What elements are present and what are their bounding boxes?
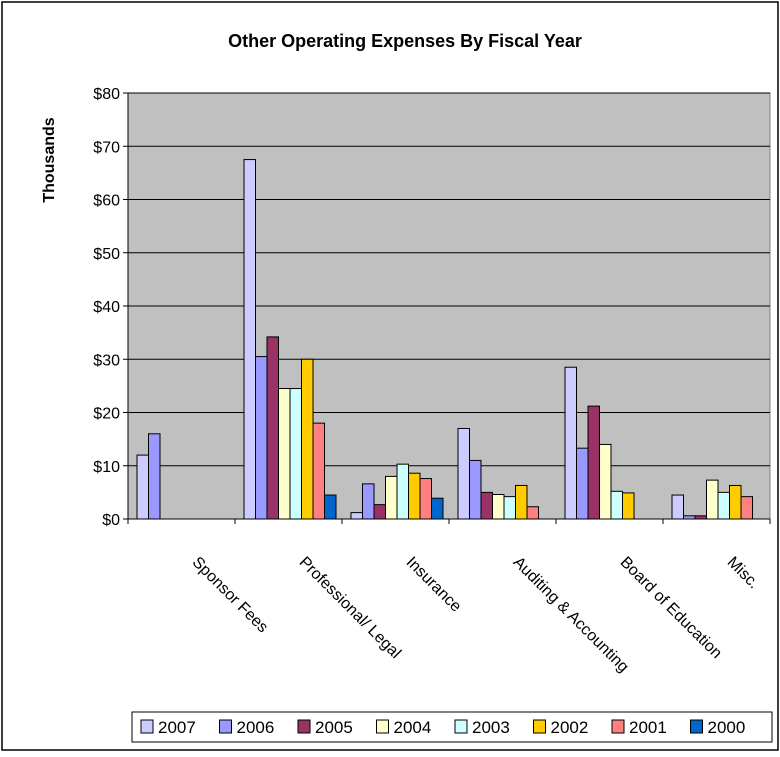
y-tick-label: $0 [102, 512, 120, 529]
y-axis-ticks: $0 $10 $20 $30 $40 $50 $60 $70 $80 [93, 86, 128, 529]
y-tick-label: $30 [93, 352, 120, 369]
bar [576, 447, 589, 520]
legend-swatch [140, 719, 154, 734]
y-tick-label: $60 [93, 193, 120, 210]
chart-title: Other Operating Expenses By Fiscal Year [228, 31, 582, 51]
legend-label: 2000 [708, 718, 746, 737]
bar [431, 497, 444, 520]
bar [671, 494, 684, 520]
bar [385, 475, 398, 520]
bar [622, 492, 635, 520]
bar [729, 484, 742, 520]
bar [255, 356, 268, 520]
bar [148, 433, 161, 520]
bar [136, 454, 149, 520]
bar [278, 388, 291, 520]
bar [324, 494, 337, 520]
bar [526, 506, 539, 520]
bar [312, 422, 325, 520]
bar [492, 494, 505, 520]
bar [396, 463, 409, 520]
y-tick-label: $80 [93, 86, 120, 103]
y-tick-label: $20 [93, 406, 120, 423]
legend-swatch [611, 719, 625, 734]
bar [515, 484, 528, 520]
bar [373, 504, 386, 520]
y-tick-label: $70 [93, 139, 120, 156]
legend-swatch [690, 719, 703, 734]
bar [706, 479, 719, 520]
bar [740, 496, 753, 520]
y-tick-label: $40 [93, 299, 120, 316]
legend-swatch [454, 719, 468, 734]
bars [136, 159, 753, 520]
legend-label: 2001 [629, 718, 667, 737]
legend-label: 2003 [472, 718, 510, 737]
bar [599, 443, 612, 520]
gridlines [128, 92, 770, 520]
bar [480, 491, 493, 520]
bar [457, 427, 470, 520]
bar [408, 472, 421, 520]
legend-box [131, 711, 773, 743]
legend: 2007 2006 2005 2004 2003 2002 2001 2000 [140, 718, 746, 737]
legend-label: 2006 [237, 718, 275, 737]
y-axis-label: Thousands [41, 117, 58, 202]
bar [289, 388, 302, 520]
legend-swatch [297, 719, 311, 734]
legend-swatch [219, 719, 232, 734]
legend-swatch [533, 719, 546, 734]
bar [301, 358, 314, 520]
y-tick-label: $10 [93, 459, 120, 476]
legend-swatch [376, 719, 389, 734]
y-tick-label: $50 [93, 246, 120, 263]
bar [350, 512, 363, 520]
bar [503, 496, 516, 520]
bar [587, 405, 600, 520]
bar [266, 336, 279, 520]
legend-label: 2005 [315, 718, 353, 737]
bar [243, 159, 256, 520]
x-axis-tick-marks [127, 519, 771, 524]
bar [469, 459, 482, 520]
bar [362, 483, 375, 520]
legend-label: 2007 [158, 718, 196, 737]
bar [419, 478, 432, 520]
legend-label: 2002 [551, 718, 589, 737]
legend-label: 2004 [394, 718, 432, 737]
bar [610, 490, 623, 520]
bar [564, 366, 577, 520]
bar [717, 491, 730, 520]
